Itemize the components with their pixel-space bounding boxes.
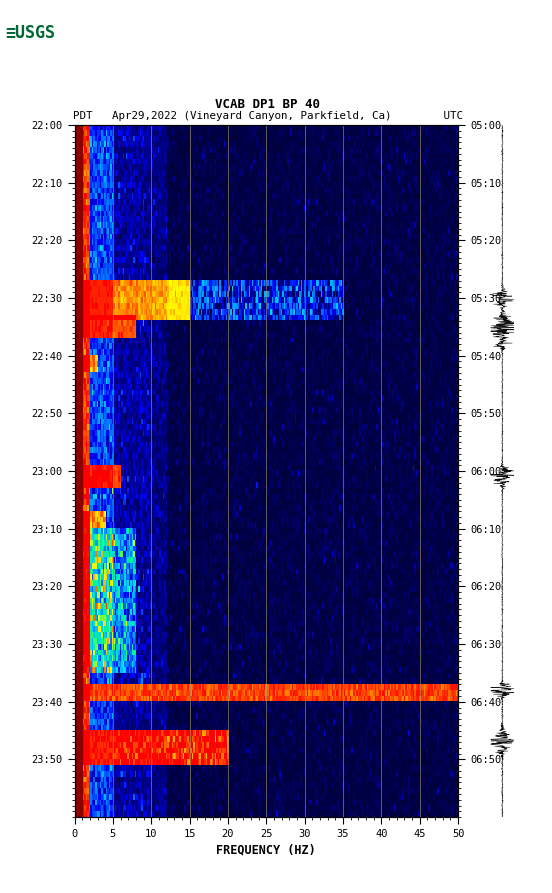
Bar (75, 125, 82, 817)
Text: VCAB DP1 BP 40: VCAB DP1 BP 40 (215, 97, 320, 111)
Text: PDT   Apr29,2022 (Vineyard Canyon, Parkfield, Ca)        UTC: PDT Apr29,2022 (Vineyard Canyon, Parkfie… (73, 112, 463, 121)
Text: ≡USGS: ≡USGS (6, 24, 56, 43)
X-axis label: FREQUENCY (HZ): FREQUENCY (HZ) (216, 843, 316, 856)
